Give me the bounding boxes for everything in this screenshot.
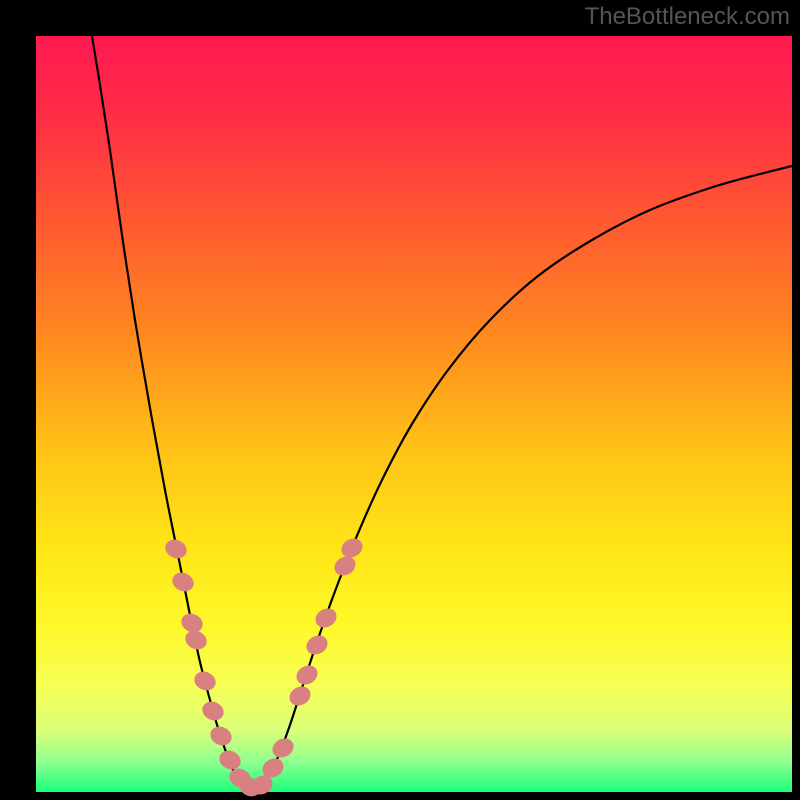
watermark-text: TheBottleneck.com: [585, 3, 790, 31]
plot-background: [36, 36, 792, 792]
chart-svg: [0, 0, 800, 800]
chart-container: TheBottleneck.com: [0, 0, 800, 800]
